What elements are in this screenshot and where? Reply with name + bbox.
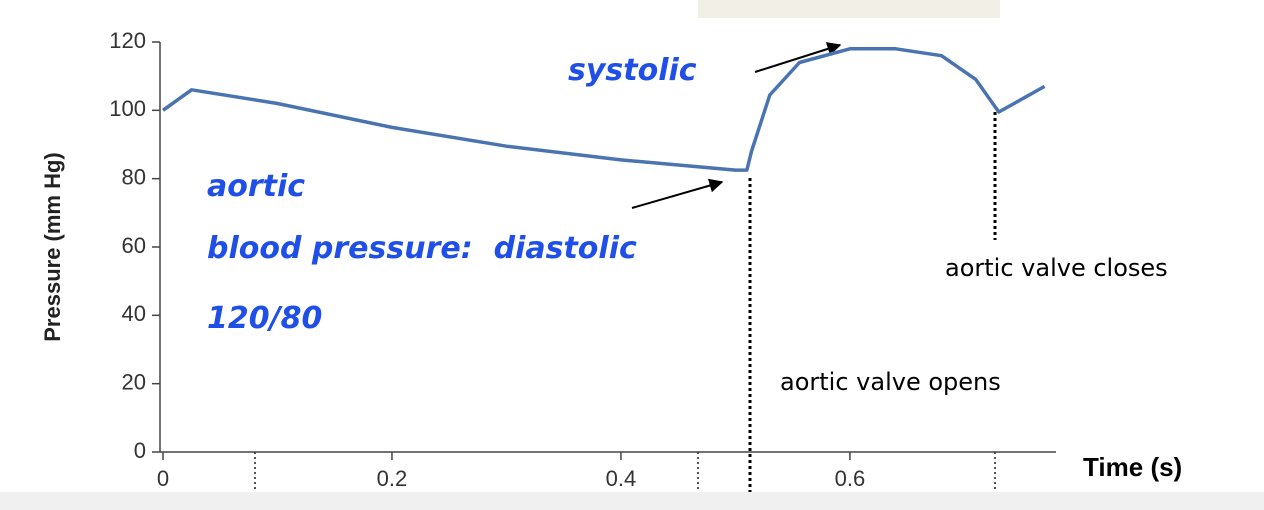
valve-markers bbox=[748, 112, 997, 492]
phase-dividers bbox=[254, 452, 996, 492]
annotation: aortic valve opens bbox=[780, 368, 1001, 396]
pressure-line bbox=[161, 47, 1046, 172]
bottom-strip bbox=[0, 492, 1264, 510]
y-tick-label: 100 bbox=[109, 96, 146, 121]
y-tick-label: 20 bbox=[122, 369, 146, 394]
annotation: aortic valve closes bbox=[945, 254, 1168, 282]
arrows bbox=[631, 42, 842, 209]
y-axis-label: Pressure (mm Hg) bbox=[40, 152, 65, 342]
y-tick-label: 0 bbox=[134, 438, 146, 463]
x-tick-label: 0 bbox=[157, 466, 169, 491]
top-panel bbox=[698, 0, 1000, 18]
annotation: 120/80 bbox=[207, 301, 322, 336]
x-tick-label: 0.4 bbox=[606, 466, 637, 491]
x-tick-label: 0.6 bbox=[835, 466, 866, 491]
x-tick-label: 0.2 bbox=[377, 466, 408, 491]
x-axis-label: Time (s) bbox=[1083, 452, 1182, 482]
y-tick-label: 120 bbox=[109, 28, 146, 53]
annotation: aortic bbox=[207, 169, 305, 204]
annotation: blood pressure: diastolic bbox=[207, 231, 637, 266]
y-tick-label: 40 bbox=[122, 301, 146, 326]
y-tick-label: 60 bbox=[122, 233, 146, 258]
annotation: systolic bbox=[568, 53, 697, 88]
y-tick-label: 80 bbox=[122, 164, 146, 189]
